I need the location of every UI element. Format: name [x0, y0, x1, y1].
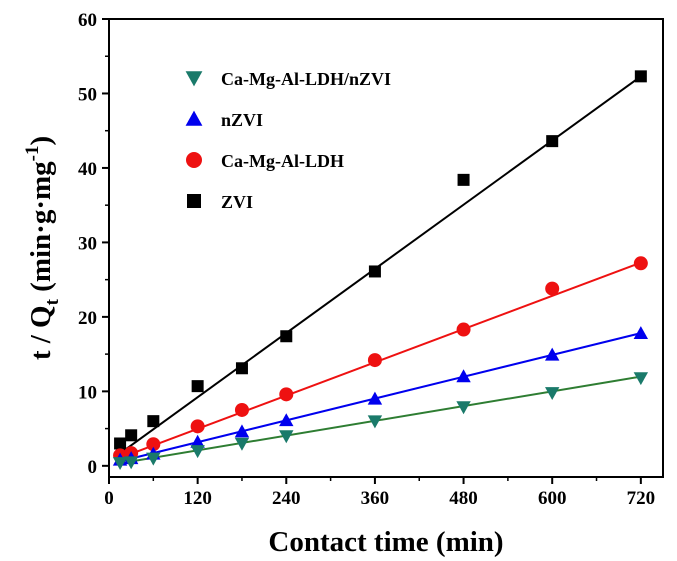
data-point: [235, 362, 248, 375]
legend-marker: [186, 152, 202, 168]
plot-frame: [108, 18, 664, 478]
data-point: [190, 445, 205, 459]
data-point: [545, 281, 560, 296]
data-point: [456, 401, 471, 415]
data-points: [112, 70, 649, 471]
y-tick-label: 40: [78, 159, 97, 180]
data-point: [123, 456, 139, 470]
data-point: [234, 424, 250, 438]
data-point: [279, 430, 294, 444]
x-axis-title: Contact time (min): [268, 526, 503, 558]
data-point: [456, 322, 471, 337]
data-point: [279, 413, 294, 427]
data-point: [633, 326, 649, 340]
y-axis-title-main: t / Q: [25, 305, 57, 360]
data-point: [367, 415, 383, 429]
data-point: [633, 256, 648, 271]
data-point: [545, 347, 560, 361]
data-point: [114, 437, 127, 450]
x-tick-label: 360: [361, 488, 390, 509]
y-tick-label: 0: [88, 457, 98, 478]
data-point: [633, 372, 649, 386]
y-tick-label: 20: [78, 308, 97, 329]
x-tick-label: 720: [627, 488, 656, 509]
y-axis-title-subscript: t: [42, 298, 63, 305]
x-tick-label: 480: [449, 488, 478, 509]
data-point: [190, 434, 205, 448]
data-point: [367, 353, 382, 368]
y-axis-title: t / Qt (min·g·mg-1): [22, 136, 63, 360]
data-point: [368, 265, 381, 278]
data-point: [125, 429, 138, 442]
data-point: [234, 437, 250, 451]
data-point: [546, 135, 559, 148]
legend-label: Ca-Mg-Al-LDH: [221, 151, 344, 171]
y-tick-label: 60: [78, 10, 97, 31]
data-point: [234, 402, 249, 417]
legend-label: nZVI: [221, 110, 263, 130]
y-tick-label: 10: [78, 382, 97, 403]
legend-marker: [187, 194, 201, 208]
data-point: [457, 173, 470, 186]
data-point: [279, 387, 294, 402]
axes: 0 120 240 360 480 600 720 0 10 20 30 40 50 60: [78, 10, 664, 509]
legend-marker: [185, 110, 203, 126]
data-point: [191, 380, 204, 393]
data-point: [545, 387, 560, 401]
legend-marker: [185, 71, 203, 87]
data-point: [190, 419, 205, 434]
y-axis-title-units: (min·g·mg: [25, 161, 57, 299]
x-tick-label: 120: [183, 488, 212, 509]
y-axis-title-close: ): [25, 136, 57, 146]
data-point: [147, 415, 160, 428]
x-tick-label: 240: [272, 488, 301, 509]
data-point: [634, 70, 647, 83]
x-tick-label: 600: [538, 488, 567, 509]
data-point: [367, 391, 383, 405]
legend: Ca-Mg-Al-LDH/nZVI nZVI Ca-Mg-Al-LDH ZVI: [185, 69, 391, 212]
y-axis-title-superscript: -1: [22, 145, 43, 161]
data-point: [146, 452, 161, 466]
x-tick-label: 0: [104, 488, 114, 509]
legend-label: ZVI: [221, 192, 253, 212]
data-point: [280, 330, 293, 343]
legend-label: Ca-Mg-Al-LDH/nZVI: [221, 69, 391, 89]
data-point: [146, 437, 161, 452]
data-point: [112, 457, 128, 471]
y-tick-label: 50: [78, 84, 97, 105]
y-tick-label: 30: [78, 233, 97, 254]
data-point: [456, 369, 471, 383]
